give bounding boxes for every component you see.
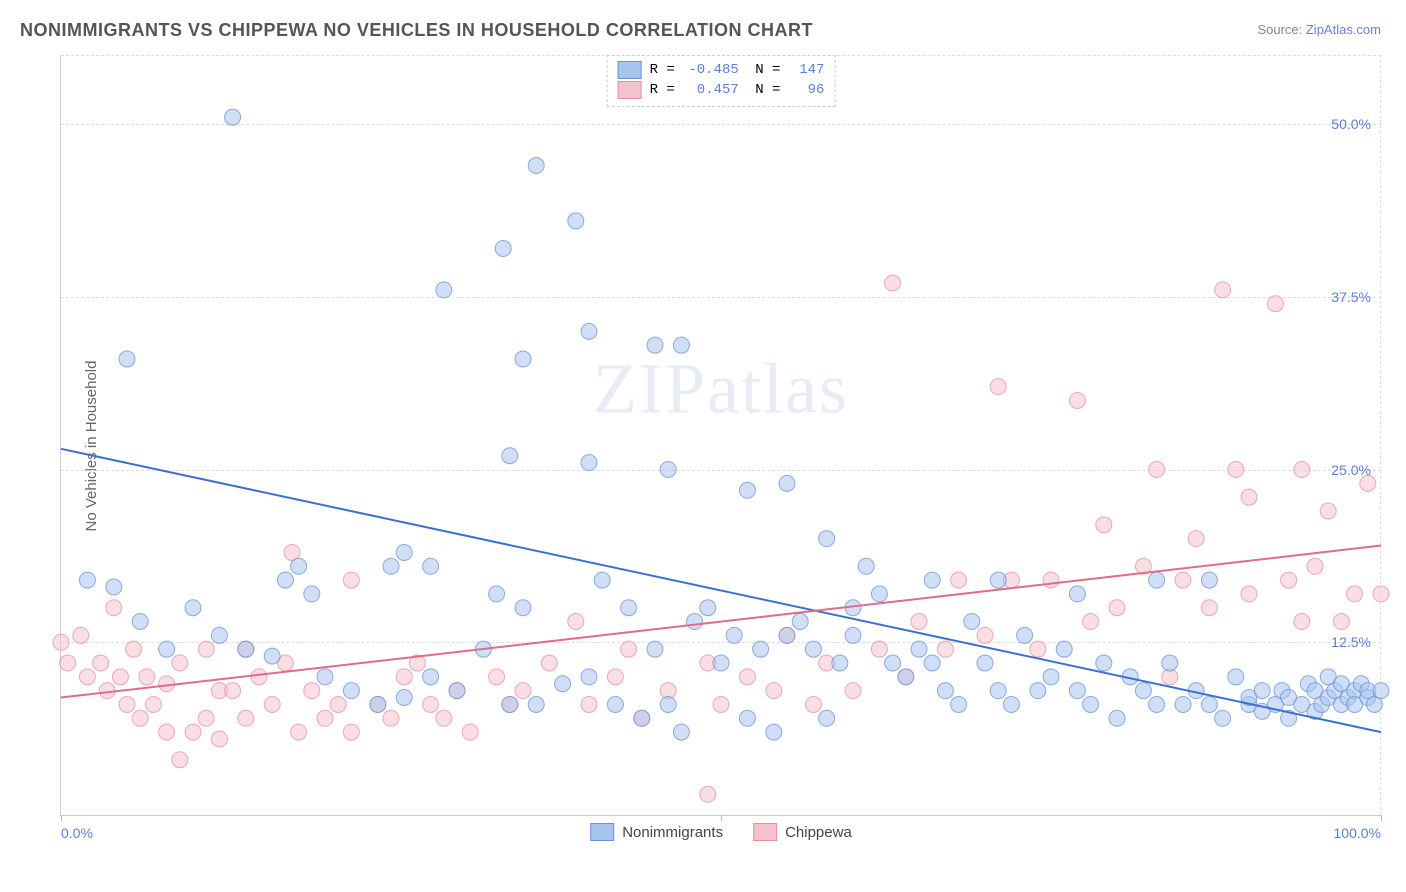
x-tick-mark: [61, 815, 62, 821]
n-label: N =: [747, 80, 781, 100]
r-label: R =: [650, 80, 675, 100]
chart-title: NONIMMIGRANTS VS CHIPPEWA NO VEHICLES IN…: [20, 20, 813, 41]
legend-item-1: Nonimmigrants: [590, 823, 723, 841]
n-label: N =: [747, 60, 781, 80]
x-label-right: 100.0%: [1334, 825, 1381, 841]
n-value-2: 96: [788, 80, 824, 100]
legend-swatch-1: [590, 823, 614, 841]
r-value-1: -0.485: [683, 60, 739, 80]
legend-swatch-2: [753, 823, 777, 841]
legend-item-2: Chippewa: [753, 823, 852, 841]
swatch-series-2: [618, 81, 642, 99]
legend-label-1: Nonimmigrants: [622, 824, 723, 841]
x-label-left: 0.0%: [61, 825, 93, 841]
scatter-svg: [61, 55, 1381, 815]
legend-label-2: Chippewa: [785, 824, 852, 841]
source-prefix: Source:: [1257, 22, 1305, 37]
stats-row-1: R = -0.485 N = 147: [618, 60, 825, 80]
stats-legend: R = -0.485 N = 147 R = 0.457 N = 96: [607, 55, 836, 107]
plot-area: ZIPatlas R = -0.485 N = 147 R = 0.457 N …: [60, 55, 1381, 816]
stats-row-2: R = 0.457 N = 96: [618, 80, 825, 100]
r-label: R =: [650, 60, 675, 80]
chart-container: NONIMMIGRANTS VS CHIPPEWA NO VEHICLES IN…: [0, 0, 1406, 892]
x-tick-mark: [1381, 815, 1382, 821]
n-value-1: 147: [788, 60, 824, 80]
source-link[interactable]: ZipAtlas.com: [1306, 22, 1381, 37]
swatch-series-1: [618, 61, 642, 79]
series-legend: Nonimmigrants Chippewa: [590, 823, 852, 841]
r-value-2: 0.457: [683, 80, 739, 100]
source-attribution: Source: ZipAtlas.com: [1257, 22, 1381, 37]
x-tick-mark: [721, 815, 722, 821]
